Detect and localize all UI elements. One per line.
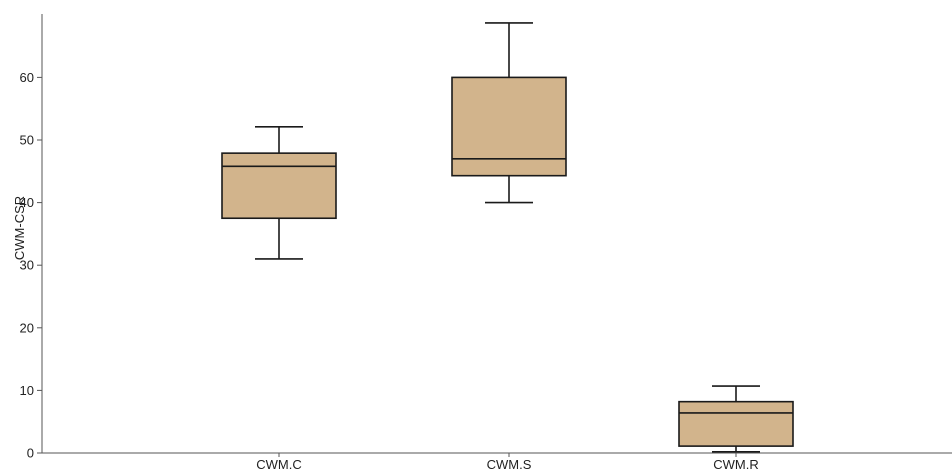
interquartile-box: [451, 76, 567, 177]
y-axis: 0 10 20 30 40 50 60: [20, 14, 43, 461]
interquartile-box: [678, 400, 794, 447]
y-tick-label: 0: [27, 446, 34, 461]
box-cwm-c: [221, 126, 337, 260]
x-axis: CWM.C CWM.S CWM.R: [42, 452, 952, 472]
box-cwm-s: [451, 22, 567, 204]
x-tick-label: CWM.C: [256, 457, 302, 472]
y-axis-title: CWM-CSR: [12, 196, 27, 260]
x-tick-label: CWM.R: [713, 457, 759, 472]
x-tick-label: CWM.S: [487, 457, 532, 472]
y-tick-label: 10: [20, 383, 34, 398]
y-tick-label: 50: [20, 133, 34, 148]
y-tick-label: 30: [20, 258, 34, 273]
boxes-group: [221, 22, 794, 453]
interquartile-box: [221, 152, 337, 220]
y-tick-label: 40: [20, 195, 34, 210]
box-cwm-r: [678, 385, 794, 453]
y-tick-label: 20: [20, 320, 34, 335]
y-tick-label: 60: [20, 70, 34, 85]
